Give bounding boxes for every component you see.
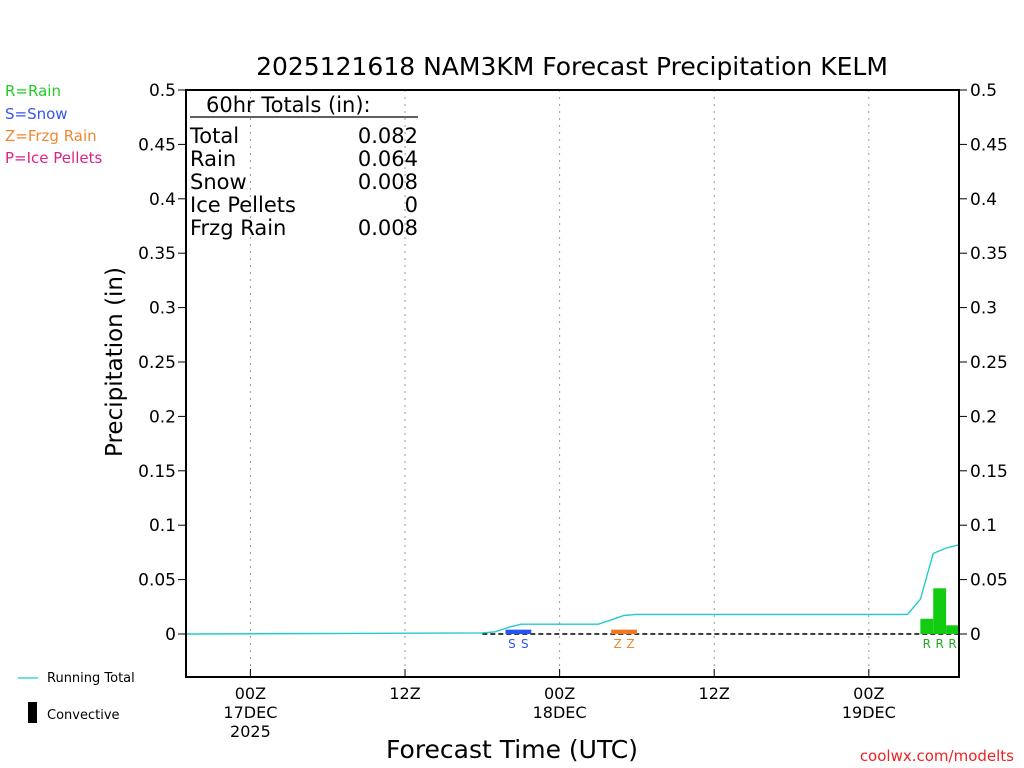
- y-tick-label-right: 0.3: [970, 299, 997, 319]
- x-tick-label: 00Z: [544, 684, 575, 703]
- x-axis-title: Forecast Time (UTC): [386, 735, 638, 764]
- y-axis-labels: 0 0 0.05 0.05 0.1 0.1 0.15 0.15 0.2 0.2 0.25 0.25 0.…: [138, 81, 1008, 645]
- bar-snow: [518, 629, 532, 634]
- y-tick-label-right: 0.4: [970, 190, 997, 210]
- totals-value-ice-pellets: 0: [405, 193, 418, 217]
- totals-value-snow: 0.008: [358, 170, 418, 194]
- bar-rain: [946, 625, 959, 634]
- y-tick-label-left: 0.2: [149, 407, 176, 427]
- plot-frame: [185, 89, 960, 678]
- y-tick-label-left: 0.45: [138, 135, 176, 155]
- totals-header: 60hr Totals (in):: [206, 93, 371, 117]
- y-tick-label-right: 0.1: [970, 516, 997, 536]
- y-tick-label-left: 0.15: [138, 462, 176, 482]
- totals-label-rain: Rain: [190, 147, 236, 171]
- y-tick-label-left: 0.1: [149, 516, 176, 536]
- running-total-series: [185, 544, 960, 635]
- y-tick-label-right: 0.5: [970, 81, 997, 101]
- legend-snow: S=Snow: [5, 105, 68, 123]
- totals-value-total: 0.082: [358, 124, 418, 148]
- running-total-line: [185, 544, 960, 635]
- watermark: coolwx.com/modelts: [860, 747, 1014, 765]
- chart-title: 2025121618 NAM3KM Forecast Precipitation…: [256, 52, 888, 81]
- y-tick-label-left: 0.3: [149, 299, 176, 319]
- bar-snow: [505, 629, 519, 634]
- totals-label-frzg-rain: Frzg Rain: [190, 216, 286, 240]
- x-tick-label: 19DEC: [842, 703, 896, 722]
- precip-type-legend: R=Rain S=Snow Z=Frzg Rain P=Ice Pellets: [5, 82, 102, 167]
- bar-rain: [920, 618, 934, 634]
- totals-value-rain: 0.064: [358, 147, 418, 171]
- y-tick-label-right: 0.35: [970, 244, 1008, 264]
- convective-legend-box: [28, 702, 37, 723]
- bottom-legend: Running Total Convective: [18, 671, 135, 723]
- precip-type-marker: Z: [626, 637, 634, 651]
- y-tick-label-right: 0.45: [970, 135, 1008, 155]
- precip-type-marker: R: [936, 637, 944, 651]
- totals-value-frzg-rain: 0.008: [358, 216, 418, 240]
- y-tick-label-right: 0.2: [970, 407, 997, 427]
- bar-frzg-rain: [611, 629, 625, 634]
- x-tick-label: 18DEC: [533, 703, 587, 722]
- y-axis-title: Precipitation (in): [102, 267, 128, 457]
- totals-label-ice-pellets: Ice Pellets: [190, 193, 296, 217]
- y-tick-label-left: 0.4: [149, 190, 176, 210]
- x-tick-label: 00Z: [235, 684, 266, 703]
- totals-box: 60hr Totals (in): Total 0.082 Rain 0.064…: [189, 93, 418, 240]
- y-tick-label-left: 0.25: [138, 353, 176, 373]
- precip-type-marker: R: [923, 637, 931, 651]
- legend-ice-pellets: P=Ice Pellets: [5, 149, 102, 167]
- precip-type-marker: Z: [613, 637, 621, 651]
- x-tick-label: 12Z: [699, 684, 730, 703]
- precip-type-marker: S: [521, 637, 529, 651]
- totals-label-total: Total: [189, 124, 239, 148]
- y-tick-label-left: 0: [165, 625, 176, 645]
- running-total-legend-label: Running Total: [47, 671, 135, 686]
- bar-rain: [933, 588, 947, 634]
- legend-rain: R=Rain: [5, 82, 61, 100]
- y-tick-label-left: 0.5: [149, 81, 176, 101]
- x-tick-label: 2025: [230, 722, 271, 741]
- precip-type-marker: S: [508, 637, 516, 651]
- y-tick-label-left: 0.35: [138, 244, 176, 264]
- y-tick-label-right: 0.15: [970, 462, 1008, 482]
- totals-label-snow: Snow: [190, 170, 247, 194]
- x-tick-label: 17DEC: [223, 703, 277, 722]
- y-tick-label-right: 0: [970, 625, 981, 645]
- x-tick-label: 00Z: [853, 684, 884, 703]
- y-tick-label-right: 0.05: [970, 571, 1008, 591]
- grid: [178, 89, 967, 677]
- legend-frzg-rain: Z=Frzg Rain: [5, 127, 97, 145]
- x-tick-label: 12Z: [389, 684, 420, 703]
- precip-bars: [505, 588, 959, 634]
- y-tick-label-left: 0.05: [138, 571, 176, 591]
- y-tick-label-right: 0.25: [970, 353, 1008, 373]
- precip-type-marker: R: [948, 637, 956, 651]
- convective-legend-label: Convective: [47, 708, 120, 723]
- bar-frzg-rain: [624, 629, 637, 634]
